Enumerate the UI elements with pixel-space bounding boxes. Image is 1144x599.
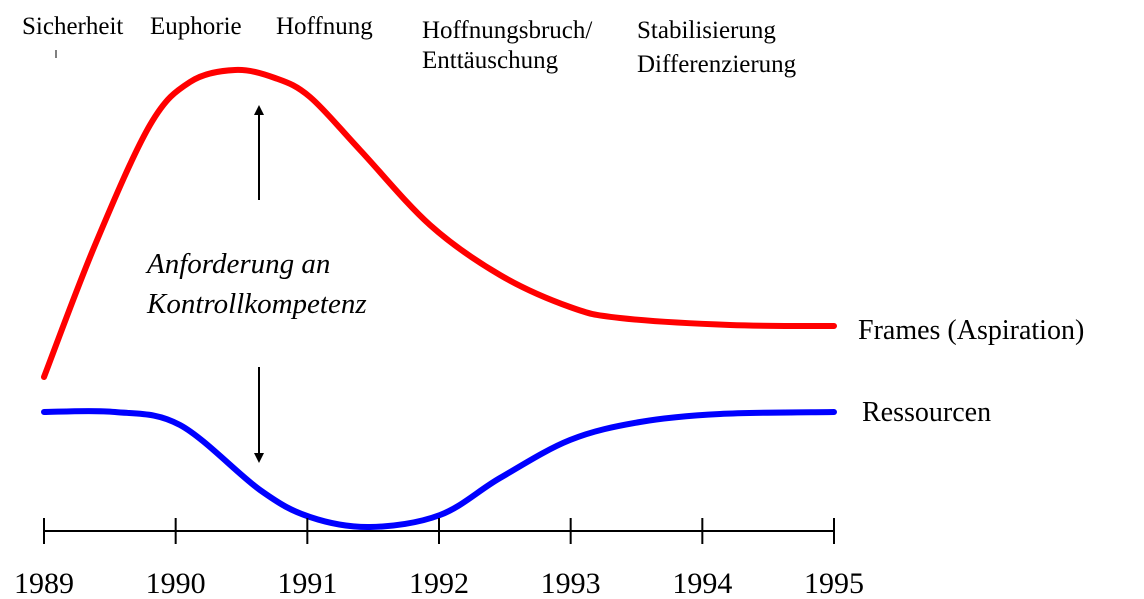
frames-curve bbox=[41, 66, 837, 380]
phase-label: Hoffnungsbruch/ bbox=[422, 17, 592, 44]
phase-label: Euphorie bbox=[150, 13, 242, 40]
x-tick-label: 1994 bbox=[672, 567, 732, 599]
phase-label: Enttäuschung bbox=[422, 47, 559, 74]
x-tick-label: 1995 bbox=[804, 567, 864, 599]
annotation: Anforderung an bbox=[145, 248, 330, 280]
phase-label: Differenzierung bbox=[637, 51, 797, 78]
curve-label: Frames (Aspiration) bbox=[858, 315, 1084, 346]
phase-label: Hoffnung bbox=[276, 13, 373, 40]
x-axis: 1989 1990 1991 1992 1993 1994 1995 bbox=[14, 518, 864, 599]
x-tick-label: 1993 bbox=[541, 567, 601, 599]
phase-label: Sicherheit bbox=[22, 13, 123, 40]
x-tick-label: 1990 bbox=[146, 567, 206, 599]
annotation: Kontrollkompetenz bbox=[146, 288, 367, 320]
x-tick-label: 1991 bbox=[277, 567, 337, 599]
x-tick-label: 1992 bbox=[409, 567, 469, 599]
resources-curve bbox=[41, 408, 837, 531]
curve-label: Ressourcen bbox=[862, 397, 991, 428]
x-tick-label: 1989 bbox=[14, 567, 74, 599]
phase-label: Stabilisierung bbox=[637, 17, 776, 44]
